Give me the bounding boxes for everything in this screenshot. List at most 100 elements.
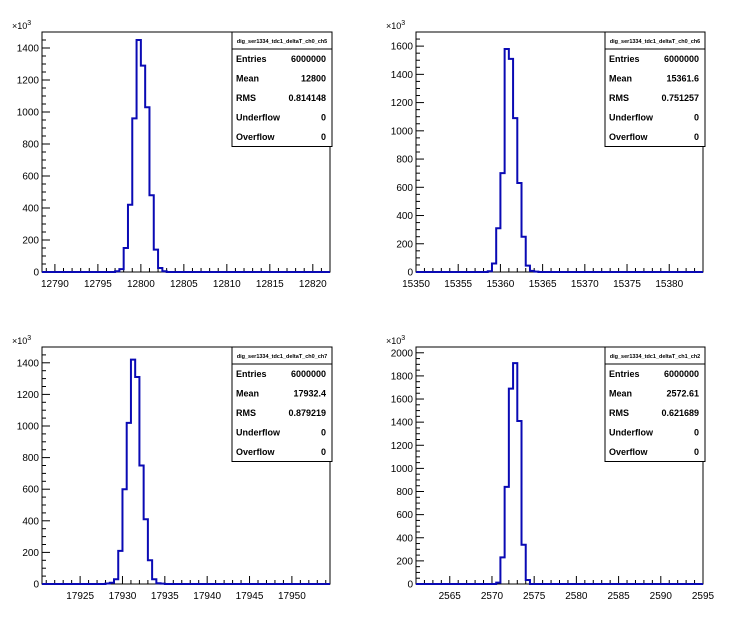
stats-key: Overflow	[609, 447, 649, 457]
y-tick-label: 200	[22, 236, 39, 247]
x-tick-label: 15355	[444, 279, 472, 290]
histogram-panel-3: 0 200 400 600 800 1000 1200 1400 17925 17930 17935…	[12, 335, 333, 602]
stats-key: RMS	[609, 408, 629, 418]
stats-key: Underflow	[236, 428, 281, 438]
y-tick-label: 400	[22, 204, 39, 215]
y-tick-label: 1400	[17, 358, 40, 369]
x-tick-label: 15380	[655, 279, 683, 290]
stats-value: 0	[321, 428, 326, 438]
x-tick-label: 2585	[607, 591, 630, 602]
y-tick-label: 800	[396, 487, 413, 498]
x-tick-label: 2575	[523, 591, 546, 602]
stats-value: 0.814148	[288, 93, 326, 103]
stats-title: dig_ser1334_tdc1_deltaT_ch0_ch6	[610, 39, 701, 45]
y-tick-label: 2000	[391, 348, 414, 359]
y-tick-label: 1400	[391, 70, 414, 81]
x-tick-label: 17950	[278, 591, 306, 602]
y-tick-label: 0	[407, 268, 413, 279]
stats-box: dig_ser1334_tdc1_deltaT_ch0_ch5 Entries 60…	[231, 31, 333, 147]
stats-box-frame	[604, 31, 706, 147]
x-tick-label: 17935	[151, 591, 179, 602]
y-multiplier-label: ×103	[12, 20, 31, 31]
stats-box: dig_ser1334_tdc1_deltaT_ch0_ch6 Entries 60…	[604, 31, 706, 147]
y-tick-label: 200	[396, 239, 413, 250]
stats-value: 6000000	[291, 369, 326, 379]
stats-title: dig_ser1334_tdc1_deltaT_ch0_ch7	[237, 354, 328, 360]
stats-key: RMS	[236, 93, 256, 103]
stats-title: dig_ser1334_tdc1_deltaT_ch1_ch2	[610, 354, 701, 360]
y-tick-label: 400	[396, 211, 413, 222]
y-tick-label: 1200	[391, 441, 414, 452]
x-tick-label: 2565	[439, 591, 462, 602]
x-tick-label: 17945	[236, 591, 264, 602]
stats-key: Overflow	[609, 132, 649, 142]
y-tick-label: 1600	[391, 42, 414, 53]
y-tick-label: 1400	[391, 418, 414, 429]
y-tick-label: 1600	[391, 395, 414, 406]
histogram-line	[42, 39, 330, 273]
stats-value: 0	[321, 132, 326, 142]
x-tick-label: 12805	[170, 279, 198, 290]
y-tick-label: 1400	[17, 44, 40, 55]
stats-value: 0.879219	[288, 408, 326, 418]
x-tick-label: 12810	[213, 279, 241, 290]
stats-value: 0.751257	[661, 93, 699, 103]
histogram-panel-4: 0 200 400 600 800 1000 1200 1400 1600 1800 2000 256…	[386, 335, 715, 602]
y-tick-label: 1000	[391, 126, 414, 137]
x-tick-label: 2570	[481, 591, 504, 602]
y-tick-label: 1800	[391, 371, 414, 382]
stats-key: Entries	[236, 369, 267, 379]
stats-key: Overflow	[236, 132, 276, 142]
stats-key: RMS	[609, 93, 629, 103]
stats-value: 0	[694, 113, 699, 123]
y-tick-label: 800	[396, 155, 413, 166]
y-tick-label: 1200	[391, 98, 414, 109]
stats-key: Entries	[236, 54, 267, 64]
y-tick-label: 1000	[391, 464, 414, 475]
histogram-line	[42, 358, 330, 585]
x-tick-label: 12800	[127, 279, 155, 290]
stats-value: 6000000	[291, 54, 326, 64]
y-tick-label: 600	[22, 172, 39, 183]
y-tick-label: 1200	[17, 390, 40, 401]
stats-key: Entries	[609, 54, 640, 64]
y-tick-label: 800	[22, 453, 39, 464]
x-tick-label: 17940	[193, 591, 221, 602]
x-tick-label: 17930	[109, 591, 137, 602]
x-tick-label: 12815	[256, 279, 284, 290]
stats-key: Mean	[609, 389, 632, 399]
x-tick-label: 12790	[41, 279, 69, 290]
stats-value: 0	[321, 447, 326, 457]
x-tick-label: 17925	[66, 591, 94, 602]
y-tick-label: 400	[22, 516, 39, 527]
stats-value: 17932.4	[293, 389, 326, 399]
stats-title: dig_ser1334_tdc1_deltaT_ch0_ch5	[237, 39, 328, 45]
stats-value: 15361.6	[666, 74, 699, 84]
stats-key: RMS	[236, 408, 256, 418]
histogram-line	[416, 47, 703, 273]
stats-key: Underflow	[236, 113, 281, 123]
x-tick-label: 15370	[571, 279, 599, 290]
histogram-panel-1: 0 200 400 600 800 1000 1200 1400 12790 12795 12800…	[12, 20, 333, 290]
stats-box-frame	[604, 346, 706, 462]
x-tick-label: 15365	[529, 279, 557, 290]
stats-key: Overflow	[236, 447, 276, 457]
x-tick-label: 15375	[613, 279, 641, 290]
stats-key: Mean	[236, 389, 259, 399]
y-tick-label: 1000	[17, 108, 40, 119]
x-tick-label: 12795	[84, 279, 112, 290]
histogram-line	[416, 362, 703, 585]
stats-box-frame	[231, 346, 333, 462]
stats-value: 0	[694, 132, 699, 142]
y-tick-label: 0	[407, 580, 413, 591]
y-tick-label: 1200	[17, 76, 40, 87]
stats-value: 6000000	[664, 369, 699, 379]
y-tick-label: 600	[396, 510, 413, 521]
y-multiplier-label: ×103	[386, 335, 405, 346]
x-tick-label: 15360	[487, 279, 515, 290]
stats-key: Mean	[609, 74, 632, 84]
stats-key: Mean	[236, 74, 259, 84]
x-tick-label: 12820	[299, 279, 327, 290]
x-tick-label: 2590	[650, 591, 673, 602]
